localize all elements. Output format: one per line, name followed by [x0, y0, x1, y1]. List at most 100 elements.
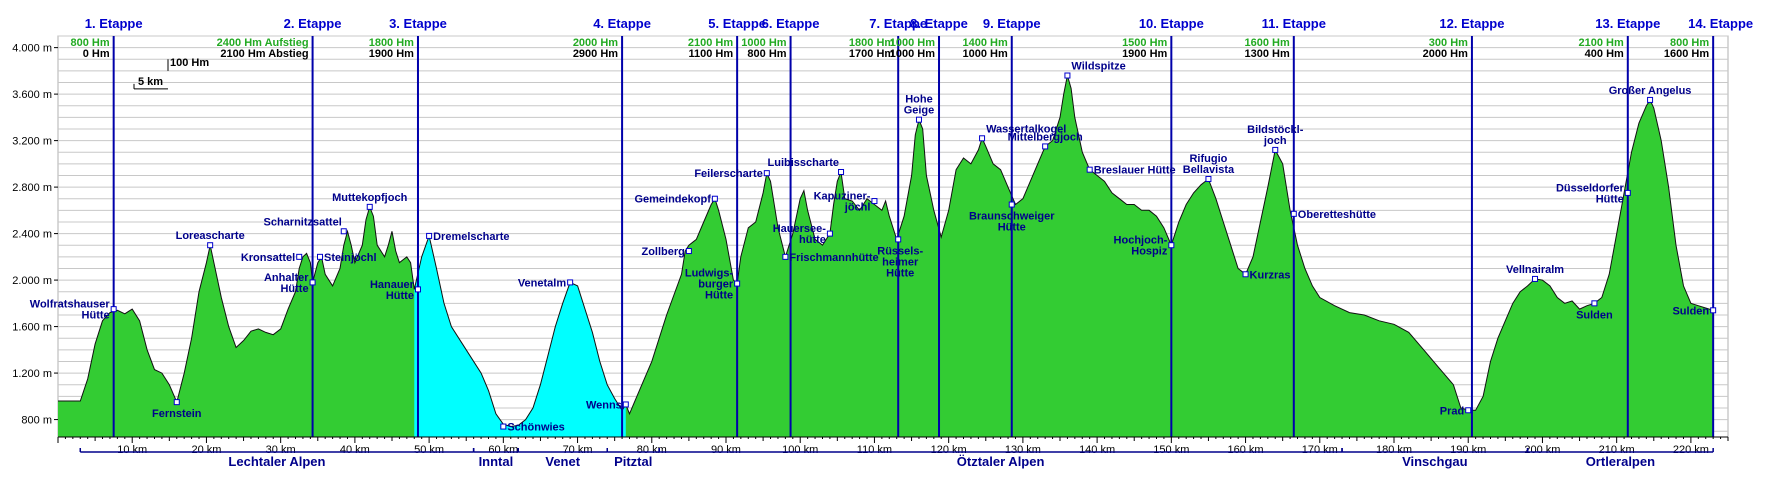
waypoint-label: Sulden	[1672, 305, 1709, 317]
waypoint-label-line: Anhalter	[264, 272, 309, 284]
waypoint-label-line: Hütte	[886, 267, 914, 279]
waypoint-label-line: Sulden	[1576, 309, 1613, 321]
stage-labels: 1. Etappe 2. Etappe 3. Etappe 4. Etappe 5. E…	[85, 16, 1753, 31]
waypoint-marker	[1290, 210, 1297, 217]
waypoint-label-line: Kurzras	[1250, 269, 1291, 281]
waypoint-label: Steinjöchl	[324, 252, 377, 264]
waypoint-marker	[173, 399, 180, 406]
stage-hm-up: 2100 Hm	[688, 37, 733, 49]
stage-hm-down: 1000 Hm	[962, 48, 1007, 60]
waypoint-label-line: Scharnitzsattel	[264, 216, 342, 228]
stage-label: 11. Etappe	[1262, 16, 1326, 31]
waypoint-label-line: Rüssels-	[877, 245, 923, 257]
stage-hm-down: 0 Hm	[83, 48, 110, 60]
waypoint-label: Schönwies	[507, 422, 564, 434]
waypoint-label: Hohe Geige	[904, 94, 935, 117]
stage-hm-up: 2100 Hm	[1579, 37, 1624, 49]
y-tick-label: 3.200 m	[12, 136, 52, 148]
waypoint-marker	[685, 248, 692, 255]
stage-hm-up: 1500 Hm	[1122, 37, 1167, 49]
waypoint-marker	[782, 253, 789, 260]
region-label: Ortleralpen	[1586, 454, 1655, 469]
stage-hm-down: 1100 Hm	[688, 48, 733, 60]
waypoint-label: Vellnairalm	[1506, 264, 1564, 276]
x-tick-label: 20 km	[191, 444, 221, 456]
waypoint-label: Rüssels-heimer Hütte	[877, 245, 923, 279]
waypoint-label-line: Kapuziner-	[814, 191, 871, 203]
waypoint-label-line: Großer Angelus	[1609, 85, 1692, 97]
waypoint-label: Wenns	[586, 399, 622, 411]
stage-hm-up: 2400 Hm Aufstieg	[217, 37, 309, 49]
waypoint-label: Gemeindekopf	[634, 194, 711, 206]
waypoint-marker	[414, 286, 421, 293]
waypoint-label: Ludwigs-burger Hütte	[685, 268, 734, 302]
waypoint-label-line: Hütte	[386, 290, 414, 302]
walking-profile-area	[58, 75, 1714, 437]
waypoint-marker	[622, 401, 629, 408]
waypoint-label-line: Wenns	[586, 399, 622, 411]
waypoint-label: Muttekopfjoch	[332, 192, 407, 204]
waypoint-label-line: Zollberg	[641, 246, 684, 258]
waypoint-label: Oberetteshütte	[1298, 209, 1376, 221]
waypoint-label: Luibisscharte	[768, 157, 840, 169]
waypoint-marker	[426, 232, 433, 239]
waypoint-label-line: Hochjoch-	[1114, 235, 1168, 247]
region-label: Pitztal	[614, 454, 652, 469]
y-tick-label: 4.000 m	[12, 43, 52, 55]
waypoint-label: Frischmannhütte	[789, 252, 878, 264]
x-tick-label: 110 km	[857, 444, 892, 456]
x-tick-label: 10 km	[117, 444, 147, 456]
waypoint-label-line: joch	[1263, 135, 1287, 147]
x-tick-label: 170 km	[1302, 444, 1338, 456]
waypoint-label: Kurzras	[1250, 269, 1291, 281]
waypoint-label-line: Loreascharte	[176, 230, 245, 242]
waypoint-marker	[500, 423, 507, 430]
waypoint-label-line: Wolfratshauser	[30, 299, 111, 311]
stage-label: 13. Etappe	[1595, 16, 1660, 31]
region-brackets: Lechtaler Alpen Inntal Venet Pitztal Ötztale…	[79, 448, 1714, 469]
waypoint-label-line: Mittelbergjoch	[1008, 131, 1083, 143]
waypoint-label-line: Bellavista	[1183, 164, 1235, 176]
waypoint-label-line: Steinjöchl	[324, 252, 377, 264]
transport-segment-area	[510, 282, 626, 437]
waypoint-label: Kronsattel	[241, 252, 295, 264]
waypoint-label: Rifugio Bellavista	[1183, 153, 1235, 176]
waypoint-marker	[711, 195, 718, 202]
waypoint-marker	[1710, 307, 1717, 314]
waypoint-label-line: Vellnairalm	[1506, 264, 1564, 276]
waypoint-label-line: Hütte	[82, 310, 110, 322]
waypoint-marker	[979, 135, 986, 142]
scale-vertical-label: 100 Hm	[170, 57, 209, 69]
scale-horizontal-label: 5 km	[138, 76, 163, 88]
waypoint-marker	[567, 279, 574, 286]
x-tick-label: 210 km	[1599, 444, 1635, 456]
stage-hm-down: 1700 Hm	[849, 48, 894, 60]
stage-hm-down: 2100 Hm Abstieg	[220, 48, 308, 60]
waypoint-label: Hanauer Hütte	[370, 279, 415, 302]
waypoint-label-line: Braunschweiger	[969, 211, 1055, 223]
waypoint-label: Mittelbergjoch	[1008, 131, 1083, 143]
waypoint-label: Breslauer Hütte	[1094, 165, 1176, 177]
stage-hm-up: 1800 Hm	[849, 37, 894, 49]
x-axis: 10 km 20 km 30 km 40 km 50 km 60 km 70 km 80 km…	[57, 436, 1729, 456]
waypoint-label: Venetalm	[518, 277, 567, 289]
waypoint-marker	[1086, 166, 1093, 173]
y-tick-label: 1.600 m	[12, 322, 52, 334]
waypoint-marker	[763, 170, 770, 177]
stage-hm-down: 1300 Hm	[1245, 48, 1290, 60]
stage-label: 9. Etappe	[983, 16, 1041, 31]
waypoint-label: Scharnitzsattel	[264, 216, 342, 228]
waypoint-marker	[1064, 72, 1071, 79]
stage-hm-up: 800 Hm	[71, 37, 110, 49]
x-tick-label: 80 km	[637, 444, 667, 456]
stage-hm-down: 2000 Hm	[1423, 48, 1468, 60]
waypoint-label: Prad	[1440, 405, 1464, 417]
stage-hm-up: 1600 Hm	[1245, 37, 1290, 49]
waypoint-label: Zollberg	[641, 246, 684, 258]
stage-label: 4. Etappe	[593, 16, 651, 31]
stage-label: 6. Etappe	[762, 16, 820, 31]
waypoint-label: Anhalter Hütte	[264, 272, 309, 295]
